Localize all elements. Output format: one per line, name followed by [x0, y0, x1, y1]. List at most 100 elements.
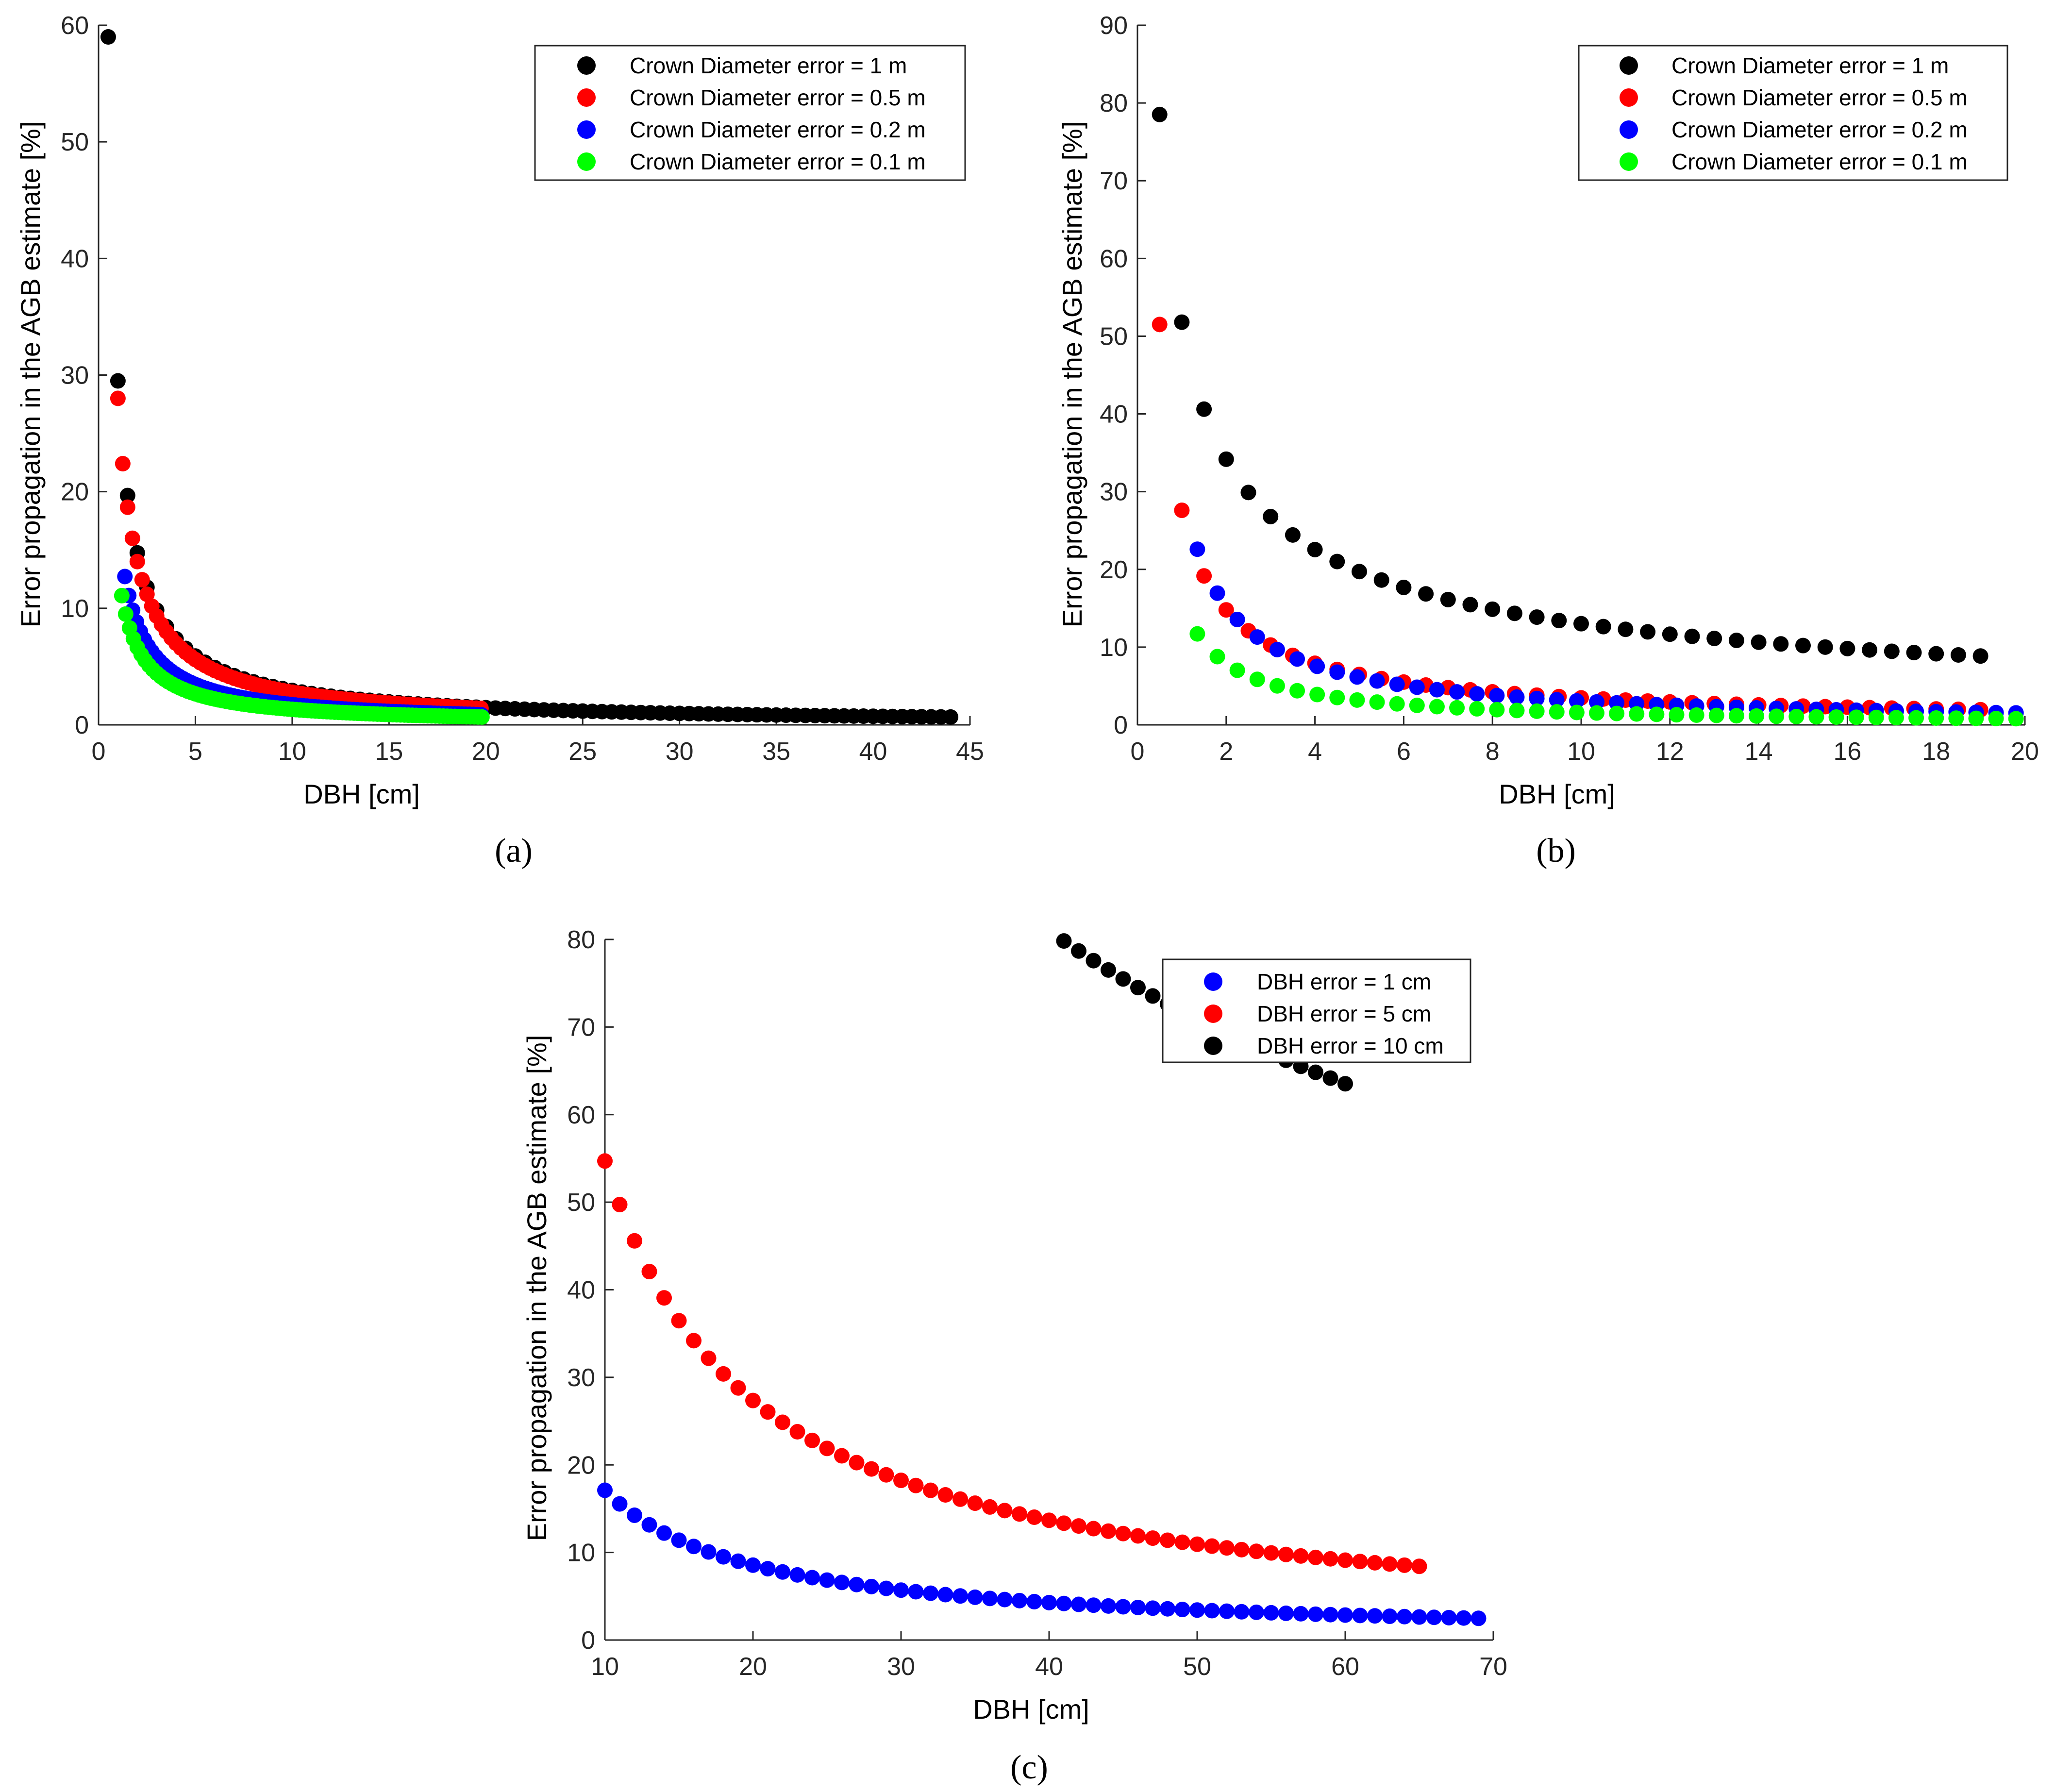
- data-point: [117, 606, 134, 622]
- data-point: [864, 1461, 879, 1477]
- data-point: [745, 1557, 761, 1573]
- data-point: [1160, 1532, 1175, 1548]
- series-black: [1152, 106, 1988, 664]
- data-point: [1706, 631, 1722, 647]
- legend-label: Crown Diameter error = 1 m: [630, 53, 907, 78]
- data-point: [1322, 1607, 1338, 1623]
- data-point: [1773, 636, 1789, 652]
- data-point: [1278, 1546, 1294, 1562]
- panel-c-caption: (c): [1010, 1749, 1048, 1786]
- data-point: [627, 1233, 642, 1249]
- x-tick-label: 40: [859, 737, 887, 766]
- data-point: [1688, 707, 1704, 723]
- data-point: [1115, 1525, 1131, 1541]
- data-point: [1549, 692, 1565, 708]
- legend-label: Crown Diameter error = 1 m: [1671, 53, 1949, 78]
- panel-a-y-axis-label: Error propagation in the AGB estimate [%…: [15, 121, 46, 628]
- data-point: [1817, 639, 1833, 655]
- data-point: [1509, 703, 1525, 719]
- x-tick-label: 0: [1131, 737, 1145, 766]
- data-point: [1352, 564, 1367, 580]
- data-point: [982, 1591, 998, 1607]
- data-point: [1529, 609, 1545, 625]
- x-tick-label: 8: [1486, 737, 1500, 766]
- series-green: [114, 587, 490, 725]
- panel-b-marks: [1152, 106, 2024, 727]
- data-point: [1012, 1592, 1027, 1608]
- data-point: [1569, 693, 1585, 709]
- panel-a-legend-items: Crown Diameter error = 1 m Crown Diameter…: [577, 53, 926, 174]
- panel-c-y-ticks: 0 10 20 30 40 50 60 70 80: [567, 926, 614, 1655]
- legend-item: Crown Diameter error = 1 m: [1620, 53, 1949, 78]
- data-point: [656, 1290, 672, 1306]
- legend-item: Crown Diameter error = 0.5 m: [1620, 85, 1968, 110]
- data-point: [1509, 689, 1525, 705]
- data-point: [1418, 586, 1434, 602]
- data-point: [671, 1313, 687, 1329]
- data-point: [1609, 705, 1625, 721]
- data-point: [789, 1424, 805, 1440]
- data-point: [1429, 682, 1445, 698]
- legend-marker: [1204, 972, 1222, 991]
- data-point: [1352, 1608, 1368, 1624]
- data-point: [1549, 704, 1565, 720]
- data-point: [1988, 710, 2004, 726]
- data-point: [760, 1561, 776, 1577]
- data-point: [893, 1582, 909, 1598]
- y-tick-label: 40: [567, 1276, 595, 1305]
- data-point: [937, 1587, 953, 1603]
- data-point: [1868, 709, 1884, 725]
- data-point: [804, 1432, 820, 1448]
- panel-b-y-axis-label: Error propagation in the AGB estimate [%…: [1057, 121, 1087, 628]
- data-point: [1101, 1598, 1116, 1614]
- y-tick-label: 10: [567, 1539, 595, 1567]
- legend-marker: [1204, 1005, 1222, 1023]
- data-point: [1369, 694, 1385, 710]
- data-point: [597, 1482, 613, 1498]
- data-point: [1285, 527, 1301, 543]
- panel-c-x-axis-label: DBH [cm]: [973, 1694, 1089, 1725]
- data-point: [923, 1585, 938, 1601]
- x-tick-label: 10: [278, 737, 306, 766]
- data-point: [967, 1495, 983, 1511]
- data-point: [1569, 704, 1585, 720]
- data-point: [1728, 633, 1744, 648]
- data-point: [1289, 683, 1305, 699]
- data-point: [864, 1578, 879, 1594]
- data-point: [819, 1572, 835, 1588]
- data-point: [1352, 1554, 1368, 1570]
- data-point: [1263, 1545, 1279, 1561]
- data-point: [1429, 699, 1445, 715]
- data-point: [656, 1525, 672, 1541]
- panel-b-y-ticks: 0 10 20 30 40 50 60 70 80 90: [1100, 12, 1146, 739]
- y-tick-label: 50: [567, 1189, 595, 1217]
- x-tick-label: 10: [1567, 737, 1595, 766]
- x-tick-label: 50: [1183, 1653, 1211, 1681]
- x-tick-label: 70: [1479, 1653, 1507, 1681]
- series-green: [1189, 626, 2024, 727]
- data-point: [1204, 1603, 1220, 1619]
- data-point: [730, 1380, 746, 1396]
- data-point: [1573, 616, 1589, 632]
- data-point: [1862, 642, 1878, 658]
- data-point: [100, 29, 116, 45]
- data-point: [1968, 710, 1984, 726]
- data-point: [1174, 502, 1190, 519]
- data-point: [1337, 1607, 1353, 1623]
- data-point: [1462, 597, 1478, 613]
- data-point: [1808, 709, 1824, 725]
- data-point: [716, 1366, 731, 1382]
- data-point: [1249, 1604, 1264, 1620]
- panel-a-y-ticks: 0 10 20 30 40 50 60: [61, 12, 107, 739]
- data-point: [923, 1482, 938, 1498]
- data-point: [1389, 696, 1405, 712]
- data-point: [1308, 1064, 1323, 1080]
- data-point: [997, 1591, 1013, 1608]
- data-point: [1189, 1602, 1205, 1618]
- data-point: [1130, 1528, 1146, 1544]
- data-point: [1456, 1610, 1471, 1626]
- data-point: [760, 1404, 776, 1420]
- data-point: [1145, 988, 1161, 1004]
- data-point: [997, 1503, 1013, 1519]
